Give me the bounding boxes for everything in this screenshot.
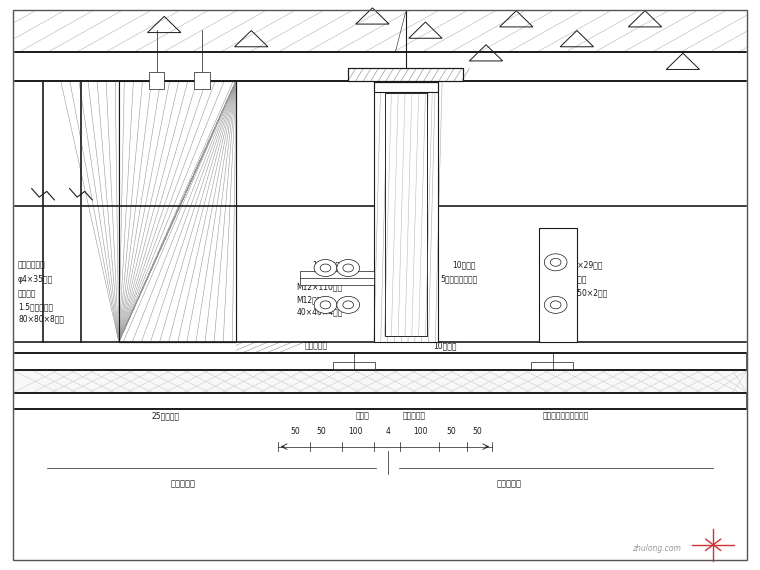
Circle shape (550, 258, 561, 266)
Circle shape (337, 259, 359, 276)
Text: φ4×35射钉: φ4×35射钉 (18, 275, 53, 284)
Bar (149, 72, 164, 89)
Bar (385, 93, 427, 336)
Bar (348, 68, 464, 81)
Bar (13, 81, 747, 342)
Bar (13, 52, 747, 81)
Text: 50×50×2坠片: 50×50×2坠片 (562, 288, 608, 298)
Text: M12螺母: M12螺母 (296, 295, 322, 304)
Circle shape (544, 296, 567, 314)
Circle shape (314, 296, 337, 314)
Bar (13, 13, 747, 81)
Bar (539, 228, 577, 342)
Circle shape (550, 301, 561, 309)
Bar (13, 353, 747, 370)
Circle shape (343, 301, 353, 309)
Text: 防火胶: 防火胶 (18, 369, 32, 378)
Bar (374, 82, 438, 342)
Text: 50: 50 (472, 428, 482, 437)
Circle shape (320, 264, 331, 272)
Circle shape (343, 264, 353, 272)
Bar (2, 1, 758, 10)
Bar (195, 72, 210, 89)
Text: 土建结构边线: 土建结构边线 (18, 260, 46, 270)
Text: 预埋件: 预埋件 (378, 121, 392, 131)
Bar (13, 370, 747, 393)
Text: 10号槽钐: 10号槽钐 (452, 260, 476, 270)
Text: 脸脂胶: 脸脂胶 (356, 411, 369, 420)
Text: M12×110逊坡: M12×110逊坡 (296, 282, 343, 291)
Text: 防火岩棉: 防火岩棉 (18, 289, 36, 298)
Text: zhulong.com: zhulong.com (632, 544, 681, 553)
Text: 4: 4 (385, 428, 390, 437)
Text: 25厘源晶石: 25厘源晶石 (151, 411, 179, 420)
Text: 5厘钐板拼接芯套: 5厘钐板拼接芯套 (441, 275, 478, 284)
Circle shape (320, 301, 331, 309)
Text: 1.5厘防火營板: 1.5厘防火營板 (18, 302, 53, 311)
Bar (385, 93, 427, 336)
Text: 80×80×8角钐: 80×80×8角钐 (18, 315, 64, 324)
Bar (119, 81, 236, 342)
Bar (300, 271, 374, 285)
Text: 50: 50 (446, 428, 456, 437)
Bar (2, 1, 13, 569)
Text: 50: 50 (316, 428, 326, 437)
Bar (2, 560, 758, 569)
Text: 50: 50 (290, 428, 300, 437)
Text: 100: 100 (413, 428, 428, 437)
Text: M10螺母: M10螺母 (562, 275, 587, 284)
Bar (374, 82, 438, 92)
Circle shape (544, 254, 567, 271)
Bar (348, 68, 464, 81)
Bar (119, 81, 236, 342)
Text: M10×29逊坡: M10×29逊坡 (562, 260, 603, 270)
Text: 尺寸控制线: 尺寸控制线 (496, 479, 521, 488)
Text: 尺寸控制线: 尺寸控制线 (171, 479, 195, 488)
Text: 100: 100 (349, 428, 363, 437)
Bar (531, 362, 573, 369)
Circle shape (337, 296, 359, 314)
Bar (333, 362, 375, 369)
Text: 环氧树脂石材补缝密胶: 环氧树脂石材补缝密胶 (543, 411, 589, 420)
Circle shape (314, 259, 337, 276)
Text: 拉铆钉: 拉铆钉 (18, 357, 32, 366)
Bar (13, 393, 747, 409)
Bar (747, 1, 758, 569)
Text: 不锈钐挂件: 不锈钐挂件 (304, 341, 328, 350)
Text: 40×40×4坠片: 40×40×4坠片 (296, 308, 343, 317)
Text: 泡沪基砖支: 泡沪基砖支 (403, 411, 426, 420)
Bar (119, 81, 236, 342)
Text: 10厕连接件: 10厕连接件 (312, 260, 340, 270)
Text: 10厘橡板: 10厘橡板 (433, 341, 457, 350)
Text: 60×60×6角钐: 60×60×6角钐 (562, 357, 608, 366)
